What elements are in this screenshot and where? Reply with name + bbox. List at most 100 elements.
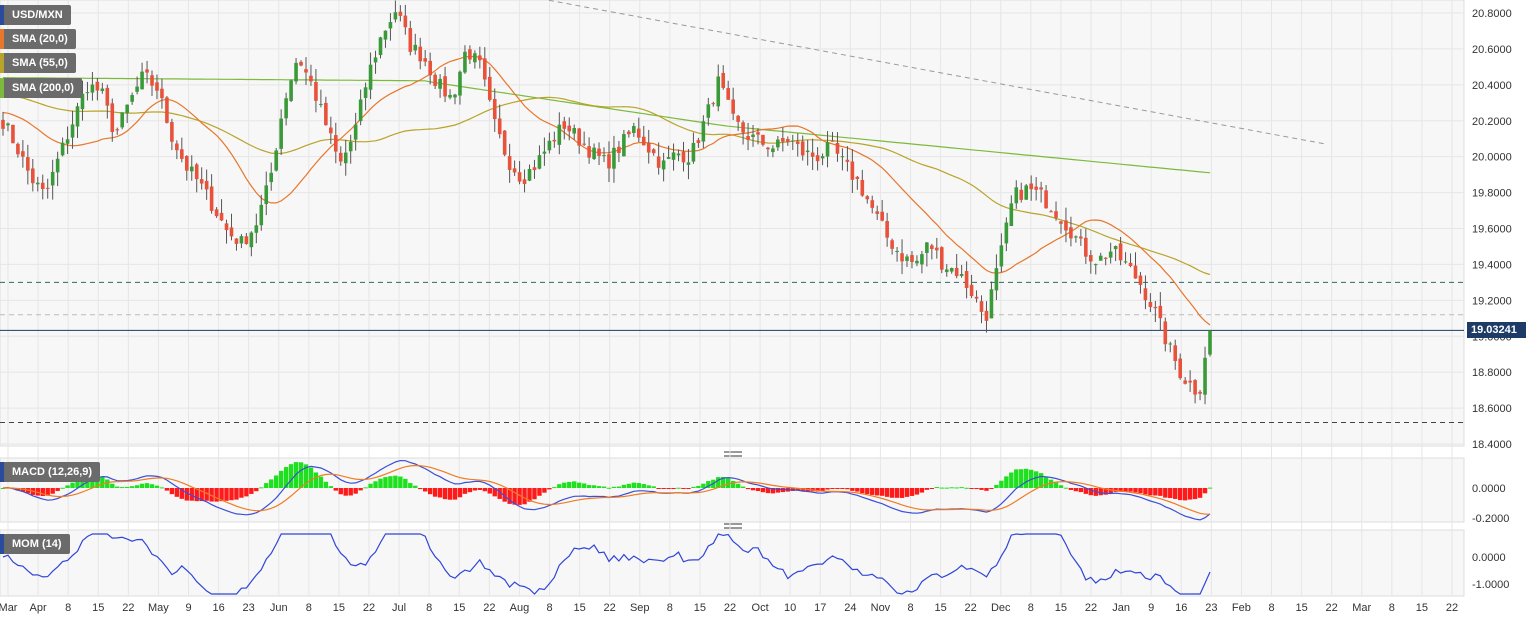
- bullish-candle: [686, 162, 691, 165]
- macd-histogram-bar: [432, 488, 438, 497]
- bullish-candle: [368, 64, 373, 90]
- macd-histogram-bar: [656, 488, 661, 489]
- macd-histogram-bar: [706, 481, 711, 488]
- macd-label: MACD (12,26,9): [12, 466, 93, 478]
- macd-histogram-bar: [860, 488, 865, 494]
- macd-histogram-bar: [969, 488, 974, 489]
- bearish-candle: [1173, 345, 1178, 362]
- macd-histogram-bar: [1004, 476, 1009, 488]
- bullish-candle: [65, 139, 70, 144]
- x-tick-label: 22: [1326, 602, 1338, 614]
- bullish-candle: [135, 86, 139, 92]
- bearish-candle: [468, 49, 472, 60]
- macd-histogram-bar: [398, 476, 403, 488]
- symbol-legend[interactable]: USD/MXN: [0, 5, 71, 25]
- macd-histogram-bar: [825, 488, 830, 490]
- macd-histogram-bar: [815, 488, 820, 492]
- macd-histogram-bar: [919, 488, 925, 493]
- bearish-candle: [1064, 220, 1068, 231]
- x-tick-label: 22: [122, 602, 134, 614]
- macd-histogram-bar: [840, 488, 845, 489]
- bearish-candle: [910, 255, 914, 262]
- bullish-candle: [920, 254, 924, 265]
- bearish-candle: [954, 267, 959, 277]
- bearish-candle: [711, 103, 716, 105]
- macd-histogram-bar: [333, 488, 338, 491]
- bearish-candle: [309, 75, 313, 82]
- bearish-candle: [636, 128, 641, 138]
- bullish-candle: [949, 268, 954, 272]
- bearish-candle: [562, 121, 567, 129]
- bullish-candle: [289, 80, 293, 101]
- bearish-candle: [428, 60, 432, 76]
- bearish-candle: [885, 221, 889, 238]
- macd-histogram-bar: [974, 488, 979, 489]
- macd-histogram-bar: [20, 488, 26, 492]
- macd-histogram-bar: [60, 487, 65, 489]
- sma20-legend[interactable]: SMA (20,0): [0, 29, 76, 49]
- price-tick-label: 20.6000: [1472, 44, 1512, 56]
- macd-histogram-bar: [1163, 488, 1168, 498]
- macd-histogram-bar: [1098, 488, 1103, 496]
- x-tick-label: 8: [546, 602, 552, 614]
- macd-histogram-bar: [1063, 487, 1069, 489]
- macd-histogram-bar: [661, 488, 666, 489]
- bearish-candle: [830, 140, 835, 142]
- bullish-candle: [1108, 251, 1113, 258]
- macd-histogram-bar: [944, 487, 949, 489]
- bullish-candle: [269, 172, 274, 183]
- macd-histogram-bar: [234, 488, 239, 500]
- bearish-candle: [880, 211, 884, 221]
- bearish-candle: [145, 69, 149, 73]
- macd-histogram-bar: [1048, 479, 1054, 488]
- panel-resize-handle[interactable]: [724, 451, 742, 457]
- macd-histogram-bar: [904, 488, 910, 497]
- macd-histogram-bar: [850, 488, 855, 491]
- macd-histogram-bar: [562, 482, 567, 488]
- bearish-candle: [1193, 380, 1197, 395]
- macd-tick-label: 0.0000: [1472, 483, 1506, 495]
- mom-legend[interactable]: MOM (14): [0, 534, 70, 554]
- bullish-candle: [60, 142, 65, 156]
- macd-histogram-bar: [179, 488, 185, 499]
- macd-histogram-bar: [1158, 488, 1163, 496]
- macd-legend[interactable]: MACD (12,26,9): [0, 462, 101, 482]
- price-panel-bg: [0, 0, 1465, 447]
- bullish-candle: [1024, 185, 1029, 200]
- bullish-candle: [632, 125, 636, 133]
- bearish-candle: [199, 179, 204, 184]
- macd-histogram-bar: [934, 487, 940, 489]
- macd-histogram-bar: [855, 488, 860, 492]
- macd-histogram-bar: [527, 488, 532, 502]
- macd-histogram-bar: [487, 488, 492, 494]
- bearish-candle: [617, 146, 621, 154]
- sma200-legend[interactable]: SMA (200,0): [0, 78, 82, 98]
- macd-histogram-bar: [994, 484, 999, 488]
- bullish-candle: [602, 155, 606, 157]
- macd-histogram-bar: [775, 488, 781, 493]
- bullish-candle: [999, 245, 1004, 267]
- macd-histogram-bar: [288, 464, 294, 488]
- sma55-legend[interactable]: SMA (55,0): [0, 53, 76, 73]
- bullish-candle: [820, 156, 825, 159]
- bullish-candle: [1113, 246, 1118, 250]
- bullish-candle: [249, 232, 254, 248]
- macd-histogram-bar: [830, 488, 835, 489]
- bearish-candle: [1148, 301, 1153, 308]
- bearish-candle: [870, 200, 875, 208]
- axis-labels: Mar Apr 8 15 22 May 9 16 23 Jun 8 15 22 Jul 8 15 22 Aug 8 1…: [0, 8, 1512, 614]
- price-tick-label: 20.8000: [1472, 8, 1512, 20]
- macd-histogram-bar: [1073, 488, 1079, 492]
- bearish-candle: [781, 137, 785, 142]
- x-tick-label: 22: [1085, 602, 1097, 614]
- bullish-candle: [388, 22, 393, 29]
- macd-histogram-bar: [879, 488, 885, 496]
- macd-histogram-bar: [1078, 488, 1084, 493]
- bearish-candle: [835, 143, 840, 154]
- panel-resize-handle[interactable]: [724, 523, 742, 529]
- x-tick-label: 8: [907, 602, 913, 614]
- bullish-candle: [378, 37, 383, 56]
- bullish-candle: [776, 139, 780, 148]
- macd-histogram-bar: [363, 487, 368, 489]
- bullish-candle: [259, 204, 264, 226]
